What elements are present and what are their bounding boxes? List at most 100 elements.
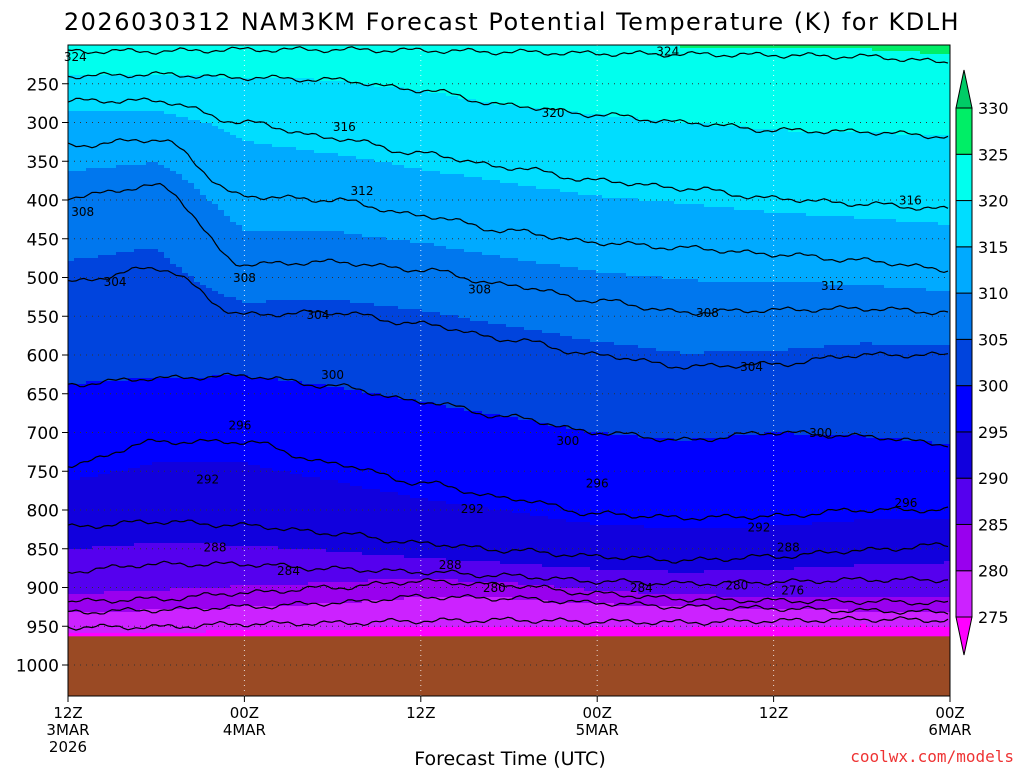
field-cell — [200, 441, 207, 445]
field-cell — [200, 462, 207, 466]
field-cell — [152, 198, 159, 202]
field-cell — [164, 174, 171, 178]
field-cell — [92, 321, 99, 325]
field-cell — [170, 138, 177, 142]
field-cell — [86, 216, 93, 220]
field-cell — [116, 438, 123, 442]
field-cell — [140, 453, 147, 457]
field-cell — [110, 333, 117, 337]
field-cell — [164, 447, 171, 451]
field-cell — [200, 234, 207, 238]
field-cell — [134, 144, 141, 148]
field-cell — [200, 408, 207, 412]
field-cell — [110, 537, 117, 541]
field-cell — [146, 435, 153, 439]
field-cell — [164, 576, 171, 580]
field-cell — [146, 246, 153, 250]
field-cell — [128, 264, 135, 268]
field-cell — [98, 255, 105, 259]
field-cell — [200, 321, 207, 325]
field-cell — [98, 147, 105, 151]
field-cell — [164, 360, 171, 364]
field-cell — [152, 189, 159, 193]
field-cell — [200, 339, 207, 343]
field-cell — [140, 633, 147, 637]
field-cell — [170, 444, 177, 448]
field-cell — [92, 612, 99, 616]
field-cell — [80, 546, 87, 550]
field-cell — [110, 147, 117, 151]
field-cell — [164, 531, 171, 535]
field-cell — [92, 300, 99, 304]
field-cell — [200, 324, 207, 328]
field-cell — [92, 309, 99, 313]
field-cell — [164, 582, 171, 586]
field-cell — [80, 513, 87, 517]
field-cell — [110, 468, 117, 472]
field-cell — [170, 177, 177, 181]
field-cell — [86, 420, 93, 424]
field-cell — [92, 447, 99, 451]
field-cell — [92, 222, 99, 226]
field-cell — [170, 549, 177, 553]
field-cell — [134, 441, 141, 445]
field-cell — [68, 597, 75, 601]
field-cell — [194, 354, 201, 358]
field-cell — [200, 450, 207, 454]
field-cell — [134, 447, 141, 451]
field-cell — [86, 96, 93, 100]
field-cell — [122, 621, 129, 625]
field-cell — [134, 243, 141, 247]
field-cell — [68, 225, 75, 229]
field-cell — [122, 117, 129, 121]
field-cell — [200, 270, 207, 274]
field-cell — [116, 519, 123, 523]
field-cell — [104, 402, 111, 406]
field-cell — [122, 174, 129, 178]
field-cell — [86, 318, 93, 322]
field-cell — [146, 63, 153, 67]
field-cell — [110, 567, 117, 571]
field-cell — [92, 186, 99, 190]
field-cell — [170, 570, 177, 574]
field-cell — [98, 465, 105, 469]
field-cell — [158, 219, 165, 223]
field-cell — [110, 543, 117, 547]
field-cell — [80, 264, 87, 268]
field-cell — [110, 591, 117, 595]
field-cell — [164, 330, 171, 334]
field-cell — [158, 168, 165, 172]
field-cell — [164, 528, 171, 532]
field-cell — [188, 600, 195, 604]
field-cell — [170, 597, 177, 601]
field-cell — [92, 165, 99, 169]
field-cell — [158, 570, 165, 574]
field-cell — [116, 57, 123, 61]
field-cell — [164, 204, 171, 208]
field-cell — [182, 480, 189, 484]
field-cell — [194, 372, 201, 376]
field-cell — [80, 558, 87, 562]
field-cell — [86, 534, 93, 538]
field-cell — [116, 246, 123, 250]
field-cell — [128, 315, 135, 319]
field-cell — [74, 555, 81, 559]
field-cell — [80, 456, 87, 460]
field-cell — [74, 405, 81, 409]
field-cell — [134, 567, 141, 571]
field-cell — [74, 390, 81, 394]
field-cell — [86, 630, 93, 634]
field-cell — [134, 540, 141, 544]
field-cell — [200, 72, 207, 76]
field-cell — [170, 546, 177, 550]
field-cell — [74, 93, 81, 97]
field-cell — [74, 537, 81, 541]
field-cell — [152, 141, 159, 145]
field-cell — [140, 336, 147, 340]
field-cell — [122, 111, 129, 115]
field-cell — [110, 99, 117, 103]
field-cell — [74, 330, 81, 334]
field-cell — [134, 54, 141, 58]
field-cell — [140, 240, 147, 244]
field-cell — [170, 240, 177, 244]
